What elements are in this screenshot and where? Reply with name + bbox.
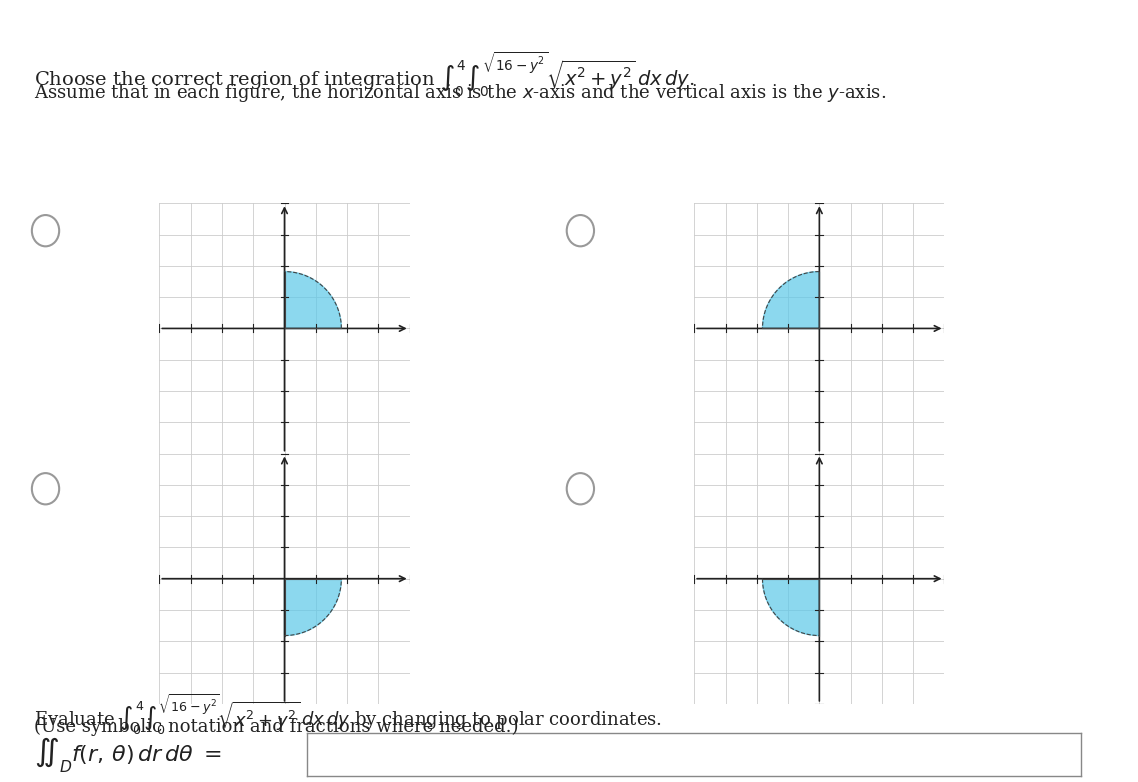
Text: Choose the correct region of integration $\int_0^4 \int_0^{\sqrt{16-y^2}} \sqrt{: Choose the correct region of integration… (34, 51, 694, 99)
Polygon shape (284, 271, 341, 328)
Text: Assume that in each figure, the horizontal axis is the $x$-axis and the vertical: Assume that in each figure, the horizont… (34, 82, 887, 104)
Text: Evaluate $\int_0^4 \int_0^{\sqrt{16-y^2}} \sqrt{x^2 + y^2}\, dx\, dy$ by changin: Evaluate $\int_0^4 \int_0^{\sqrt{16-y^2}… (34, 692, 662, 737)
Text: (Use symbolic notation and fractions where needed.): (Use symbolic notation and fractions whe… (34, 718, 519, 736)
Text: $\iint_D f(r,\, \theta)\, dr\, d\theta\ =$: $\iint_D f(r,\, \theta)\, dr\, d\theta\ … (34, 735, 222, 774)
Polygon shape (762, 271, 819, 328)
Polygon shape (284, 579, 341, 636)
Polygon shape (762, 579, 819, 636)
